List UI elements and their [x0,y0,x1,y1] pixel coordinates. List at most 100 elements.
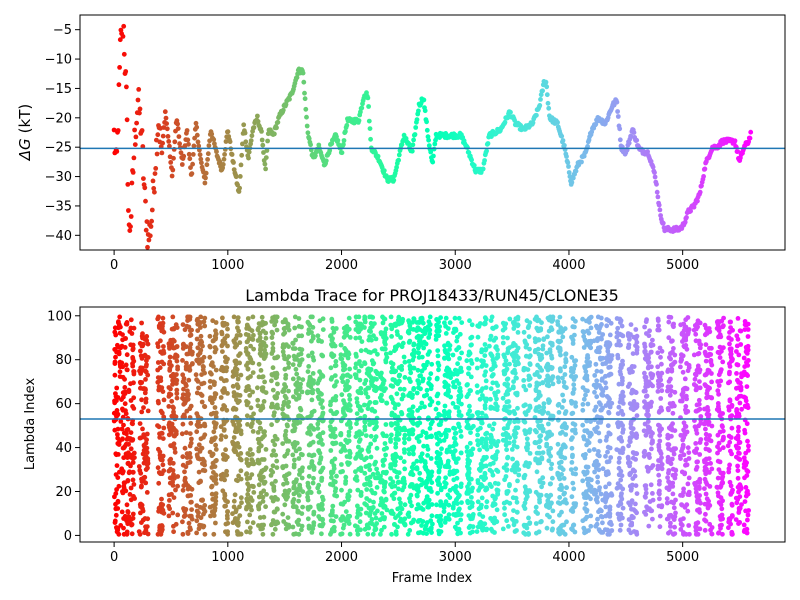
lambda-point [194,377,200,383]
lambda-point [378,384,384,389]
lambda-point [330,336,335,341]
lambda-point [282,453,288,459]
lambda-point [570,523,576,528]
lambda-point [456,526,462,532]
lambda-point [447,320,453,326]
delta-g-x-ticks: 0 1000 2000 3000 4000 5000 [110,250,699,273]
lambda-point [117,369,123,375]
lambda-point [544,441,550,447]
lambda-point [548,466,554,471]
lambda-point [294,421,300,426]
lambda-point [359,339,365,344]
lambda-point [369,337,374,343]
lambda-point [307,322,313,328]
lambda-point [544,350,550,356]
lambda-point [410,392,415,398]
lambda-point [115,499,121,505]
lambda-point [515,405,520,411]
lambda-point [189,486,195,492]
lambda-point [435,348,441,353]
delta-g-x-tick-label: 5000 [666,258,699,273]
lambda-point [417,338,422,344]
lambda-point [331,329,337,335]
lambda-point [514,528,519,533]
lambda-point [195,352,201,358]
lambda-point [502,325,508,331]
lambda-point [280,511,286,517]
lambda-point [259,406,264,411]
lambda-point [181,378,186,384]
lambda-point [396,479,401,485]
lambda-point [400,479,405,485]
lambda-point [274,458,280,464]
delta-g-point [566,170,572,175]
lambda-point [402,436,407,441]
lambda-point [379,346,385,352]
lambda-point [139,483,144,489]
lambda-point [354,396,360,401]
lambda-point [475,390,480,395]
lambda-point [421,500,427,506]
lambda-point [330,469,336,475]
lambda-point [439,446,444,452]
lambda-point [280,344,286,350]
lambda-point [310,463,316,469]
delta-g-point [181,153,187,159]
lambda-point [180,358,185,363]
lambda-point [468,430,473,435]
delta-g-point [426,143,432,149]
lambda-point [388,462,393,468]
lambda-point [195,328,201,333]
lambda-point [157,524,163,529]
lambda-point [132,496,138,501]
lambda-point [414,506,420,512]
lambda-point [443,475,448,481]
lambda-point [207,385,213,390]
lambda-point [526,488,532,494]
lambda-point [562,326,568,332]
lambda-point [282,502,288,508]
lambda-point [328,481,333,487]
lambda-point [292,325,298,331]
lambda-point [171,495,177,500]
lambda-point [113,451,119,457]
lambda-point [586,528,591,533]
lambda-point [245,360,251,366]
lambda-point [474,365,480,371]
lambda-point [290,500,296,506]
lambda-point [443,434,449,440]
delta-g-point [303,106,309,112]
lambda-point [166,513,172,519]
lambda-point [523,344,529,350]
lambda-point [384,400,389,406]
lambda-point [563,356,569,362]
lambda-point [127,492,133,497]
lambda-point [475,480,481,486]
delta-g-point [573,168,579,174]
lambda-point [582,365,588,371]
lambda-point [505,335,510,341]
lambda-point [256,325,261,331]
lambda-point [299,511,305,516]
lambda-point [411,461,416,467]
lambda-point [244,476,250,482]
lambda-point [263,390,269,395]
lambda-point [247,529,253,535]
delta-g-point [132,127,138,133]
lambda-point [428,386,434,392]
lambda-point [464,444,470,450]
lambda-point [250,520,256,526]
lambda-point [389,531,394,537]
lambda-point [406,514,412,519]
lambda-point [559,405,565,410]
lambda-point [237,340,243,345]
lambda-point [357,512,363,517]
lambda-point [180,487,186,493]
lambda-point [537,450,542,456]
delta-g-point [144,219,150,225]
lambda-point [139,320,145,326]
lambda-point [442,464,448,469]
lambda-point [511,379,516,384]
lambda-point [182,475,188,481]
lambda-point [502,381,508,387]
